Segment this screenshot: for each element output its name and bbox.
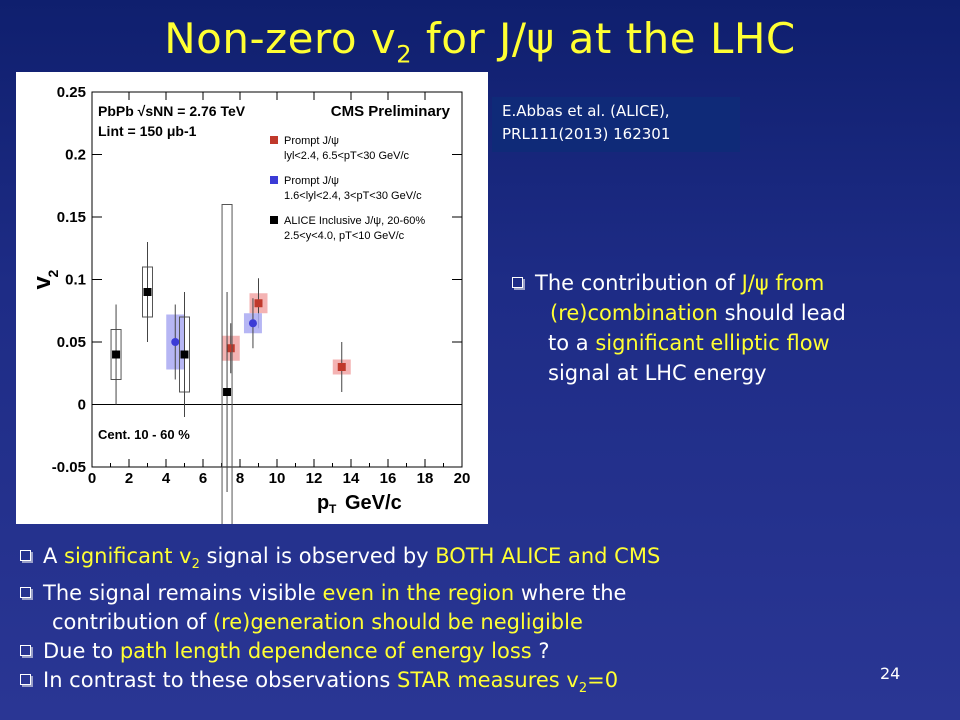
data-point xyxy=(226,344,235,353)
x-tick-label: 10 xyxy=(269,470,286,487)
data-point xyxy=(180,350,189,359)
x-tick-label: 16 xyxy=(380,470,397,487)
bullet-box-icon xyxy=(512,277,523,288)
bullet-box-icon xyxy=(20,645,31,657)
bullet-1: A significant v2 signal is observed by B… xyxy=(20,542,880,579)
y-tick-label: 0.15 xyxy=(57,209,86,226)
bullet-box-icon xyxy=(20,587,31,599)
bullet-2: The signal remains visible even in the r… xyxy=(20,579,880,608)
x-tick-label: 6 xyxy=(199,470,207,487)
bullet-box-icon xyxy=(20,550,31,561)
y-tick-label: 0.1 xyxy=(65,272,86,289)
y-tick-label: 0.25 xyxy=(57,84,86,101)
x-tick-label: 20 xyxy=(454,470,471,487)
x-tick-label: 14 xyxy=(343,470,360,487)
x-axis-label-sub: T xyxy=(329,502,337,516)
y-tick-label: 0.05 xyxy=(57,334,86,351)
data-point xyxy=(143,288,152,296)
chart-centrality: Cent. 10 - 60 % xyxy=(98,427,190,442)
bottom-bullets: A significant v2 signal is observed by B… xyxy=(20,542,880,703)
legend-series-name: Prompt J/ψ xyxy=(284,175,339,187)
x-tick-label: 8 xyxy=(236,470,244,487)
bullet-box-icon xyxy=(20,674,31,686)
bullet-4: In contrast to these observations STAR m… xyxy=(20,666,880,703)
bullet-3: Due to path length dependence of energy … xyxy=(20,637,880,666)
page-number: 24 xyxy=(880,664,901,683)
data-point xyxy=(254,299,263,308)
reference-box: E.Abbas et al. (ALICE), PRL111(2013) 162… xyxy=(492,97,740,152)
x-tick-label: 2 xyxy=(125,470,133,487)
y-axis-label: v xyxy=(29,276,56,290)
y-tick-label: 0.2 xyxy=(65,147,86,164)
data-point xyxy=(171,338,180,346)
data-point xyxy=(112,350,121,359)
legend-series-desc: 2.5<y<4.0, pT<10 GeV/c xyxy=(284,230,405,242)
legend-marker xyxy=(270,176,278,184)
y-tick-label: 0 xyxy=(78,397,86,414)
syst-box xyxy=(221,204,233,524)
x-axis-label-units: GeV/c xyxy=(345,492,402,514)
legend-series-desc: 1.6<lyl<2.4, 3<pT<30 GeV/c xyxy=(284,190,422,202)
x-tick-label: 12 xyxy=(306,470,323,487)
x-axis-label: p xyxy=(317,492,329,514)
y-axis-label-sub: 2 xyxy=(45,270,61,278)
chart-header-right: CMS Preliminary xyxy=(331,103,451,120)
data-point xyxy=(223,388,232,396)
x-tick-label: 18 xyxy=(417,470,434,487)
chart-header-lumi: Lint = 150 μb-1 xyxy=(98,123,197,139)
legend-marker xyxy=(270,136,278,144)
reference-line-2: PRL111(2013) 162301 xyxy=(502,125,671,143)
v2-chart: 0 2 4 6 8 10 12 14 16 18 20-0.0500.050.10.150.20.2… xyxy=(29,84,471,524)
data-point xyxy=(337,363,346,371)
x-tick-label: 4 xyxy=(162,470,171,487)
right-bullet: The contribution of J/ψ from (re)combina… xyxy=(512,268,912,388)
bullet-2-continued: contribution of (re)generation should be… xyxy=(52,610,583,635)
legend-series-name: ALICE Inclusive J/ψ, 20-60% xyxy=(284,215,425,227)
legend-series-desc: lyl<2.4, 6.5<pT<30 GeV/c xyxy=(284,150,410,162)
chart-header-left: PbPb √sNN = 2.76 TeV xyxy=(98,103,246,119)
v2-plot-figure: 0 2 4 6 8 10 12 14 16 18 20 -0.05 0 0.05 0.1 0.15 0.2 0.2… xyxy=(16,72,488,524)
reference-line-1: E.Abbas et al. (ALICE), xyxy=(502,102,670,120)
data-point xyxy=(248,319,257,328)
slide-title: Non-zero v2 for J/ψ at the LHC xyxy=(164,14,796,69)
y-tick-label: -0.05 xyxy=(52,459,86,476)
x-tick-label: 0 xyxy=(88,470,96,487)
legend-series-name: Prompt J/ψ xyxy=(284,135,339,147)
legend-marker xyxy=(270,216,278,224)
